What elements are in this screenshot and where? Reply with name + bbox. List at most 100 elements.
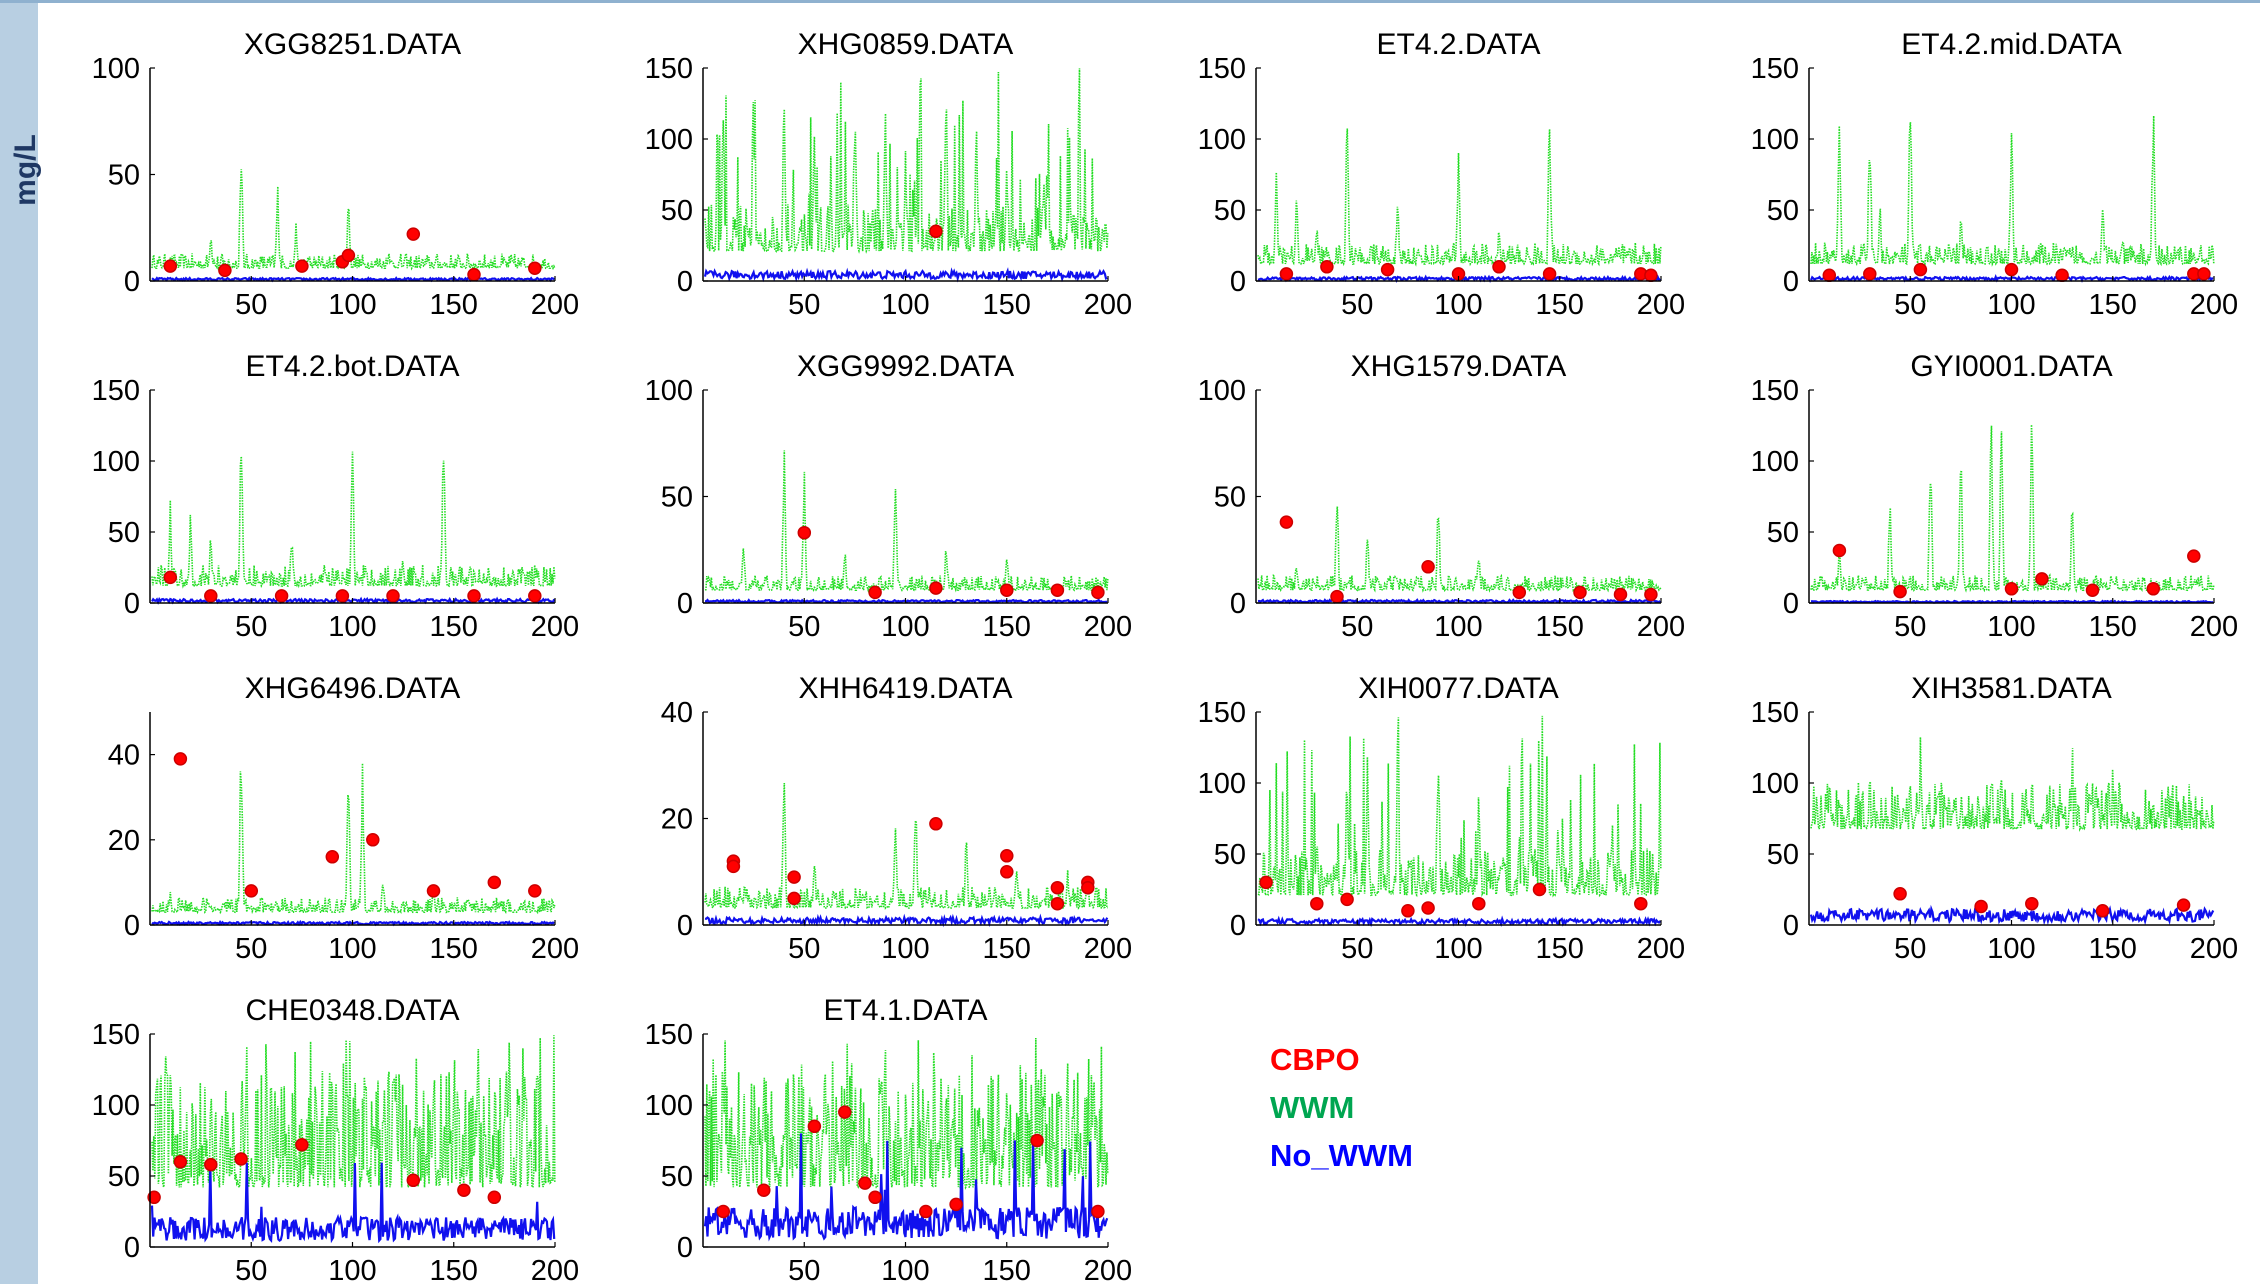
y-tick-label: 0 [677,1232,693,1264]
cbpo-point [2176,898,2191,912]
cbpo-point [929,817,943,831]
x-tick-label: 50 [1341,611,1373,643]
y-tick-label: 50 [1214,839,1246,871]
chart-panel: XHG0859.DATA 0 50 100 150 50 100 150 200 [645,28,1133,321]
x-tick-label: 150 [983,611,1031,643]
x-tick-label: 150 [1536,289,1584,321]
cbpo-point [1893,887,1907,901]
wwm-series [151,451,556,589]
cbpo-point [218,263,232,278]
slide-side-band [0,0,38,1284]
cbpo-point [1421,901,1435,915]
y-tick-label: 0 [1783,588,1799,620]
x-tick-label: 100 [881,289,929,321]
cbpo-point [797,525,812,540]
cbpo-point [1310,896,1324,911]
y-tick-label: 40 [108,740,140,772]
chart-panel: XIH0077.DATA 0 50 100 150 50 100 150 200 [1198,672,1686,965]
chart-panel: XIH3581.DATA 0 50 100 150 50 100 150 200 [1751,672,2239,965]
cbpo-point [386,589,400,603]
x-tick-label: 150 [2089,933,2137,965]
cbpo-point [2035,572,2049,586]
x-tick-label: 200 [531,933,579,965]
cbpo-point [366,833,380,847]
wwm-series [1257,715,1662,899]
no-wwm-series [1809,904,2215,926]
chart-title: ET4.2.mid.DATA [1901,28,2122,61]
y-tick-label: 50 [108,160,140,192]
x-tick-label: 50 [788,1255,820,1284]
x-tick-label: 200 [531,611,579,643]
y-tick-label: 150 [645,1019,693,1051]
wwm-series [151,763,556,915]
cbpo-point [1081,880,1095,895]
cbpo-point [467,589,481,603]
cbpo-point [1050,880,1065,895]
cbpo-point [274,589,289,603]
slide-top-border [0,0,2260,3]
cbpo-point [1421,560,1435,574]
cbpo-point [1913,262,1928,277]
cbpo-point [234,1152,248,1166]
cbpo-point [204,589,218,603]
x-tick-label: 200 [1637,933,1685,965]
cbpo-point [1000,849,1014,863]
x-tick-label: 100 [328,1255,376,1284]
y-tick-label: 0 [1230,910,1246,942]
cbpo-point [949,1197,963,1212]
y-tick-label: 100 [92,53,140,85]
cbpo-point [1000,583,1014,597]
chart-title: XIH3581.DATA [1911,672,2112,705]
y-tick-label: 40 [661,697,693,729]
x-tick-label: 50 [235,933,267,965]
no-wwm-series [703,1133,1109,1242]
cbpo-point [2197,267,2211,281]
cbpo-point [1532,882,1547,897]
no-wwm-series [150,1162,556,1244]
wwm-series [151,169,556,272]
cbpo-point [838,1105,852,1119]
cbpo-point [868,1190,882,1205]
cbpo-point [1863,267,1877,281]
chart-panel: XGG9992.DATA 0 50 100 50 100 150 200 [645,350,1133,643]
y-tick-label: 0 [124,910,140,942]
chart-title: XHH6419.DATA [799,672,1013,705]
cbpo-point [1542,267,1557,281]
cbpo-point [2004,582,2019,596]
cbpo-point [1091,585,1105,600]
cbpo-point [2004,262,2019,277]
cbpo-point [2095,904,2110,918]
cbpo-point [528,261,542,275]
x-tick-label: 150 [430,1255,478,1284]
y-tick-label: 100 [1751,124,1799,156]
cbpo-point [1050,583,1065,597]
cbpo-point [1320,260,1334,274]
chart-title: GYI0001.DATA [1910,350,2112,383]
x-tick-label: 200 [2190,289,2238,321]
legend: CBPO WWM No_WWM [1270,1036,1413,1180]
cbpo-point [1279,515,1294,529]
x-tick-label: 200 [1084,933,1132,965]
y-tick-label: 150 [1751,53,1799,85]
cbpo-point [1832,543,1847,558]
chart-panel: XHH6419.DATA 0 20 40 50 100 150 200 [661,672,1132,965]
x-tick-label: 50 [788,611,820,643]
x-tick-label: 150 [430,933,478,965]
cbpo-point [807,1119,822,1134]
y-tick-label: 50 [1214,482,1246,514]
y-tick-label: 100 [645,124,693,156]
x-tick-label: 50 [788,933,820,965]
y-tick-label: 100 [645,375,693,407]
cbpo-point [1050,896,1065,911]
cbpo-point [147,1190,161,1205]
x-tick-label: 150 [2089,289,2137,321]
y-tick-label: 150 [92,1019,140,1051]
wwm-series [1810,115,2215,267]
legend-item-no-wwm: No_WWM [1270,1138,1413,1173]
y-tick-label: 20 [661,804,693,836]
cbpo-point [487,1190,502,1205]
y-tick-label: 100 [1751,446,1799,478]
wwm-series [704,68,1109,254]
y-tick-label: 150 [645,53,693,85]
x-tick-label: 100 [881,1255,929,1284]
